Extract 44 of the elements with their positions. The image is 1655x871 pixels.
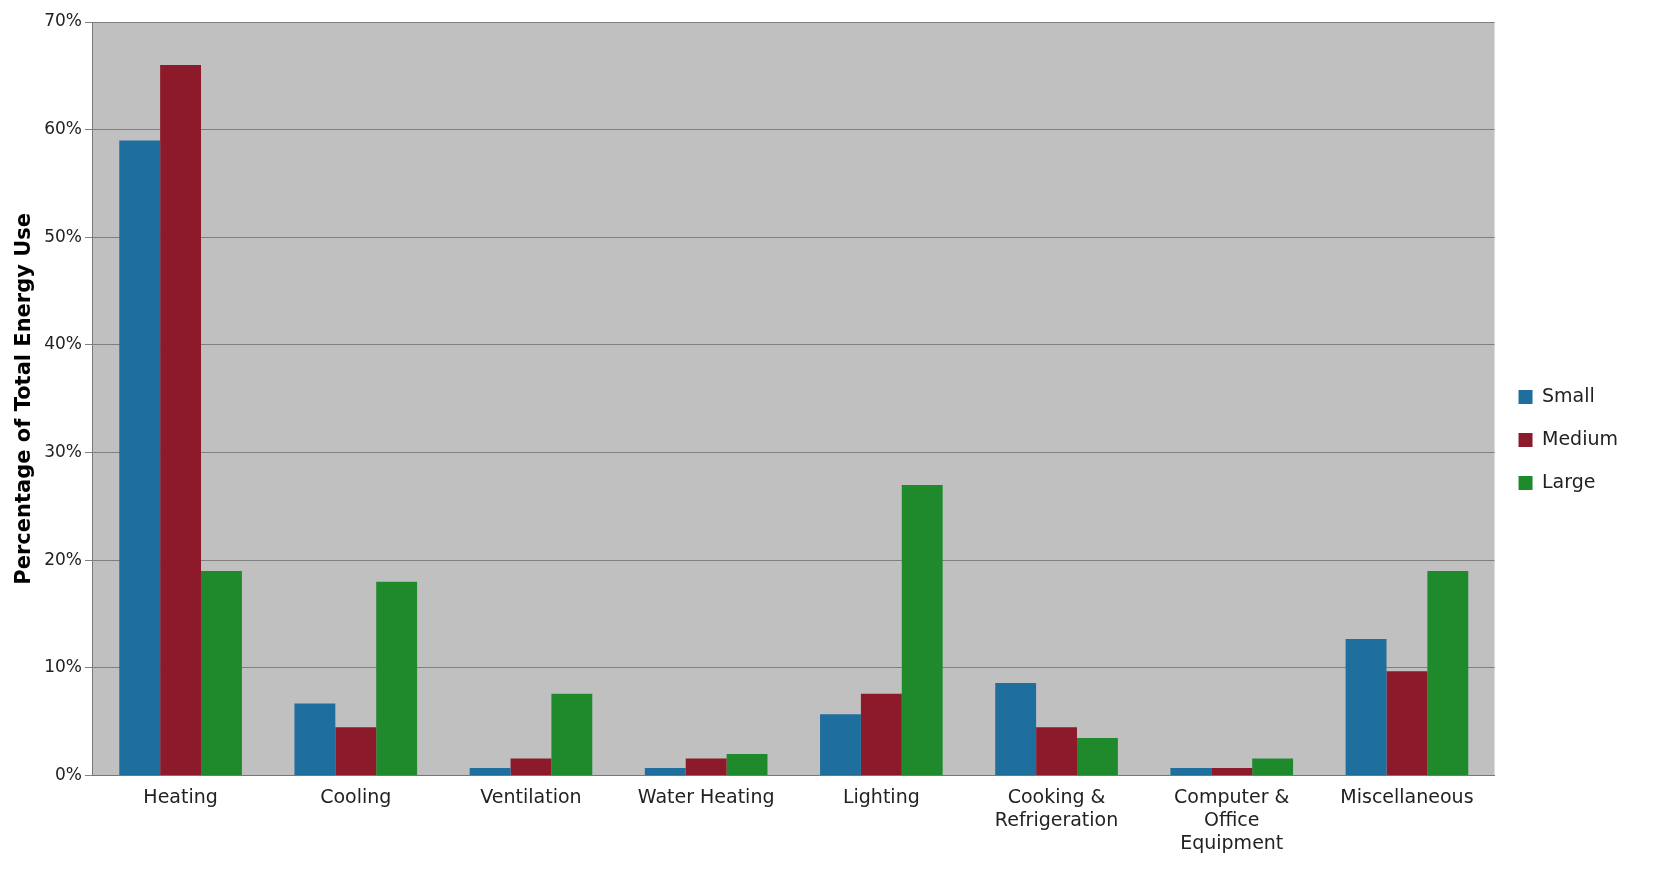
bar [644, 768, 686, 776]
bar [1252, 758, 1294, 776]
x-tick-label: Miscellaneous [1340, 784, 1474, 807]
x-tick-label: Cooking & Refrigeration [994, 784, 1119, 830]
y-tick-label: 40% [44, 333, 82, 354]
y-axis-title: Percentage of Total Energy Use [11, 212, 36, 585]
x-tick-label: Cooling [320, 784, 392, 807]
bar [376, 581, 418, 776]
y-tick-label: 60% [44, 118, 82, 139]
y-tick-label: 10% [44, 656, 82, 677]
bar [160, 65, 202, 776]
bar [1211, 768, 1253, 776]
y-tick-label: 50% [44, 225, 82, 246]
bar [335, 727, 377, 776]
x-tick-label: Ventilation [480, 784, 582, 807]
legend-label: Small [1542, 383, 1595, 406]
bar [820, 714, 861, 776]
bar [1076, 737, 1118, 776]
bar [901, 484, 943, 776]
x-tick-label: Heating [143, 784, 218, 807]
y-tick-label: 70% [44, 10, 82, 31]
y-tick-label: 30% [44, 441, 82, 462]
bar [201, 571, 242, 776]
bar [469, 768, 511, 776]
bar [294, 703, 336, 776]
bar [995, 683, 1037, 776]
x-tick-label: Computer & Office Equipment [1174, 784, 1290, 853]
legend-label: Large [1542, 469, 1596, 492]
y-tick-label: 0% [55, 764, 82, 785]
bar [685, 758, 727, 776]
x-tick-label: Water Heating [637, 784, 775, 807]
bar [1427, 571, 1469, 776]
bar [1036, 727, 1077, 776]
bar [860, 693, 902, 776]
bar [726, 754, 768, 776]
bar [1386, 671, 1428, 776]
bar [119, 140, 161, 776]
bar [551, 693, 593, 776]
y-tick-label: 20% [44, 548, 82, 569]
bar [510, 758, 552, 776]
x-tick-label: Lighting [842, 784, 920, 807]
bar [1170, 768, 1212, 776]
bar [1345, 638, 1387, 776]
legend-label: Medium [1542, 426, 1619, 449]
